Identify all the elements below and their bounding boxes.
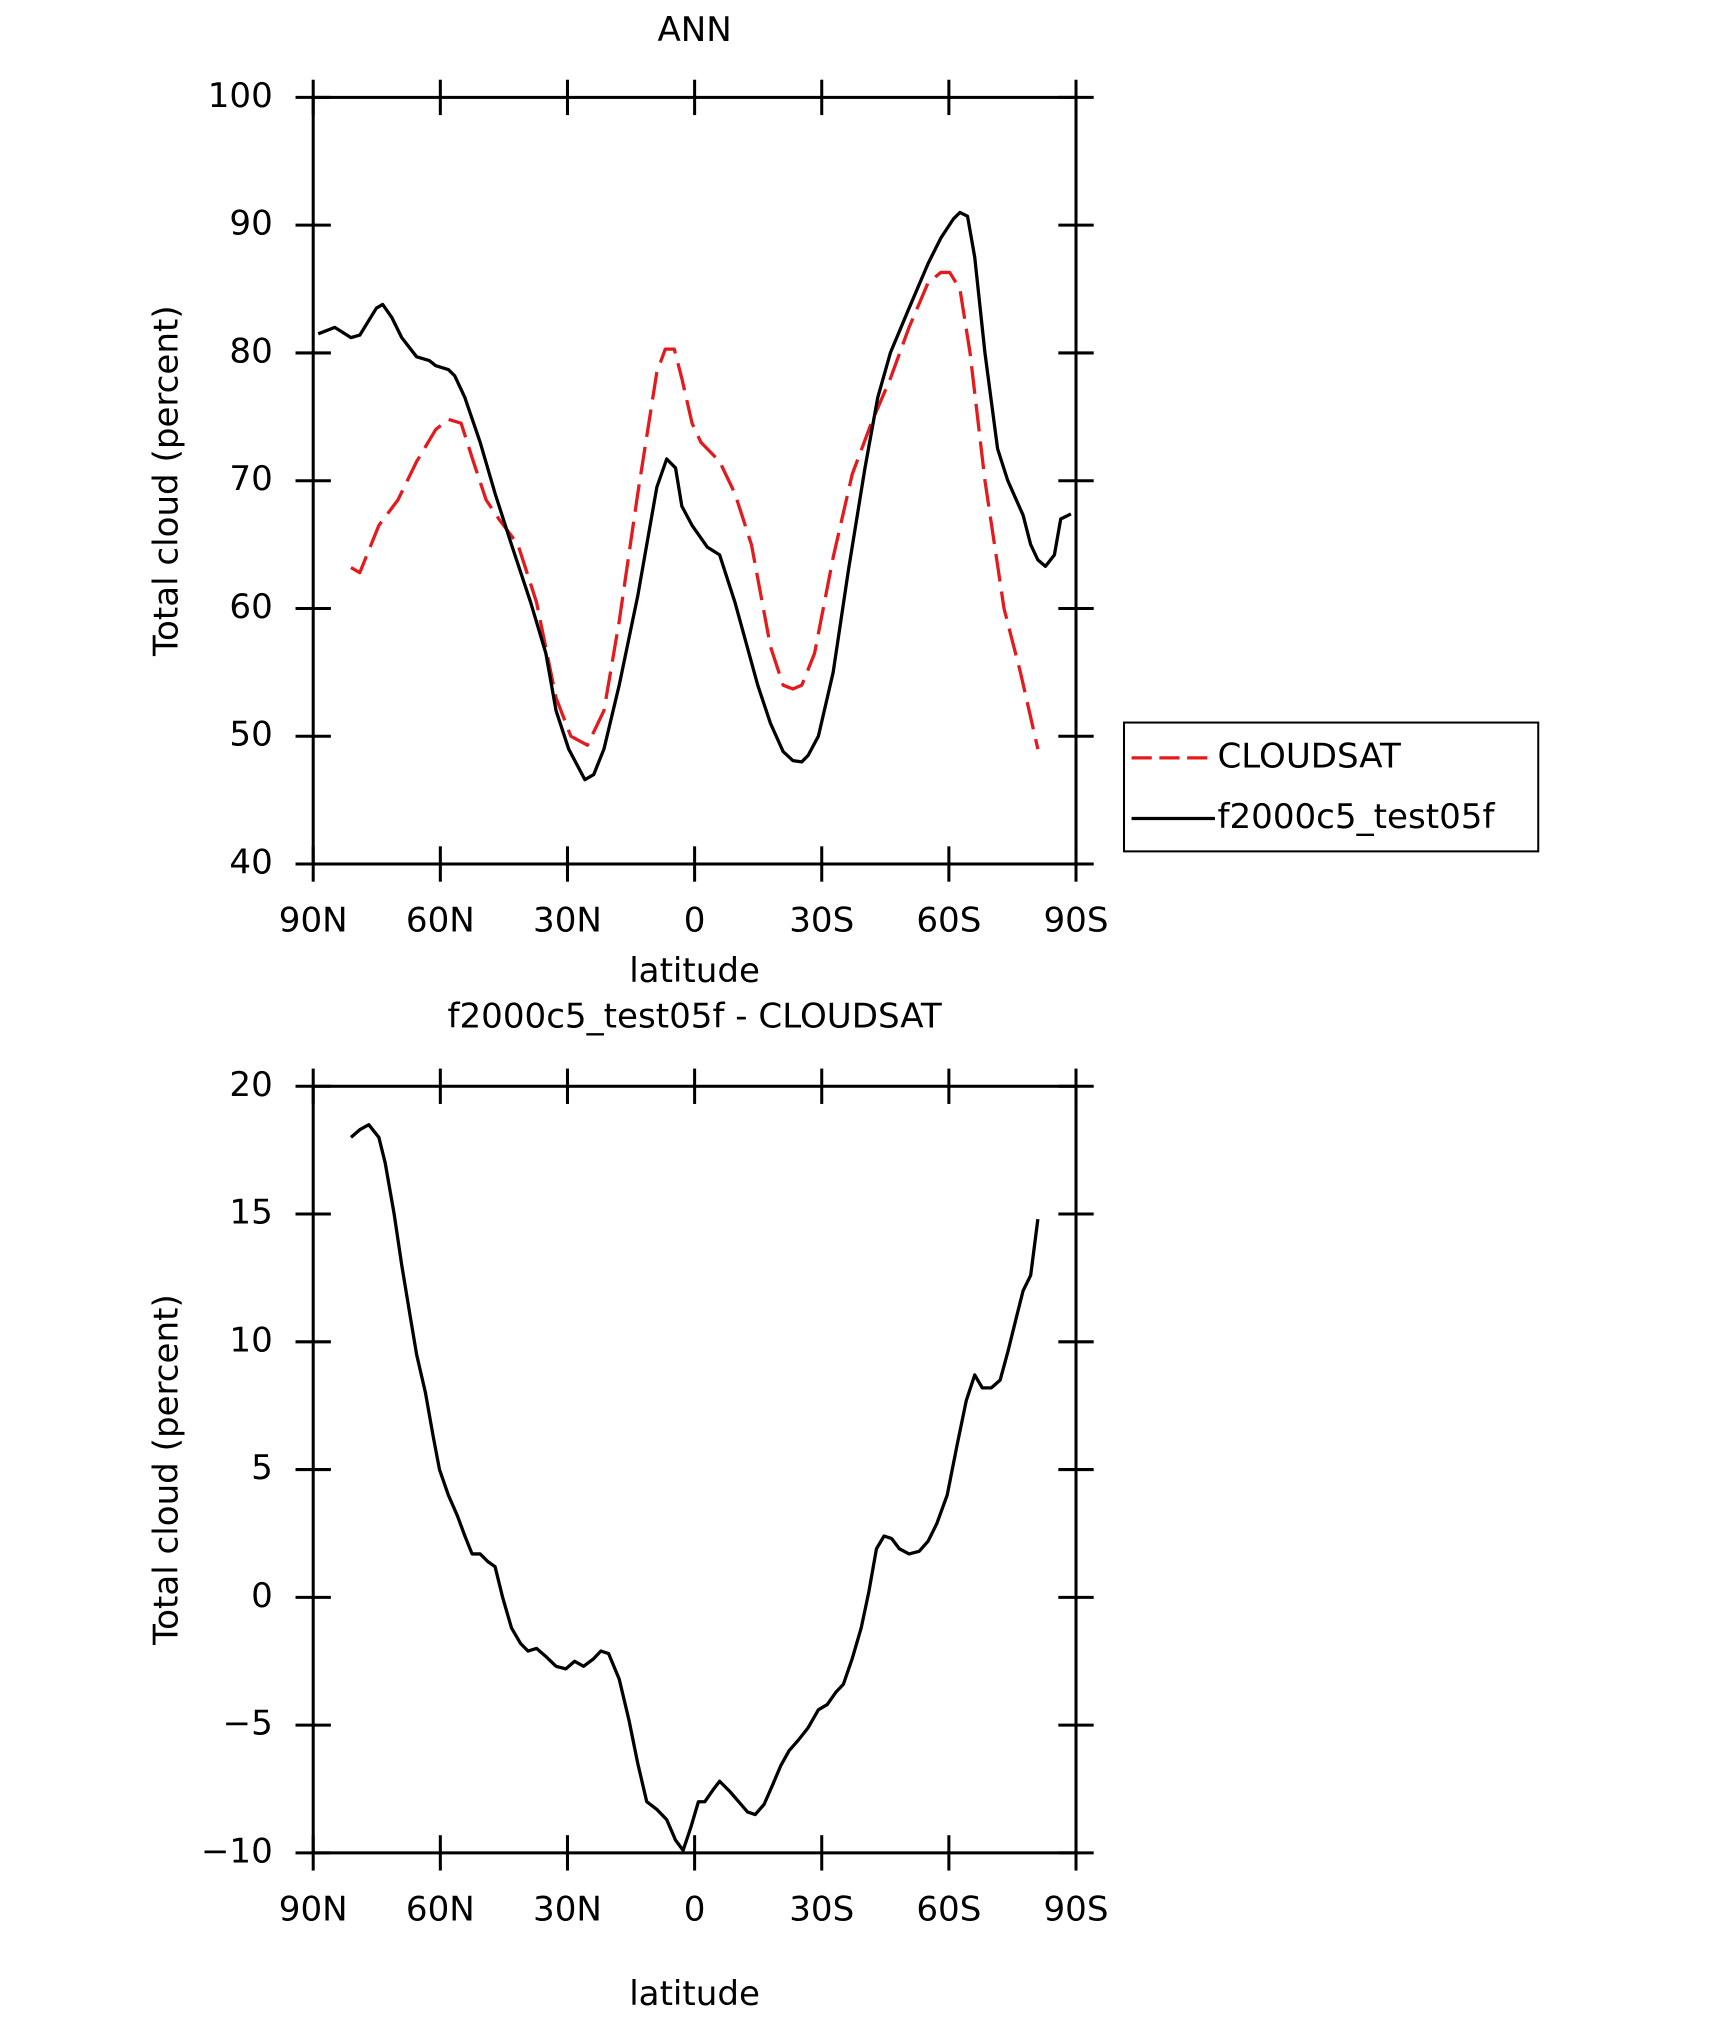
- y-tick-label: 40: [229, 843, 272, 883]
- chart-title: ANN: [657, 10, 731, 50]
- y-tick-label: 70: [229, 459, 272, 499]
- y-tick-label: 20: [229, 1065, 272, 1105]
- x-axis-label: latitude: [629, 951, 760, 991]
- x-axis-label: latitude: [629, 1974, 760, 2014]
- legend-box: [1122, 721, 1540, 853]
- x-tick-label: 60N: [406, 901, 475, 941]
- plot-frame: [311, 95, 1078, 866]
- x-tick-label: 90N: [279, 1889, 348, 1929]
- y-tick-label: −10: [201, 1831, 273, 1871]
- x-tick-label: 60S: [916, 1889, 981, 1929]
- chart-title: f2000c5_test05f - CLOUDSAT: [447, 997, 941, 1037]
- y-tick-label: 100: [208, 76, 273, 116]
- y-tick-label: 60: [229, 587, 272, 627]
- y-axis-label: Total cloud (percent): [146, 305, 186, 657]
- plot-frame: [311, 1084, 1078, 1855]
- y-tick-label: 10: [229, 1320, 272, 1360]
- legend-label: CLOUDSAT: [1217, 736, 1401, 776]
- y-tick-label: −5: [223, 1704, 273, 1744]
- data-line: [317, 210, 1072, 782]
- x-tick-label: 90S: [1044, 1889, 1109, 1929]
- x-tick-label: 90N: [279, 901, 348, 941]
- y-tick-label: 80: [229, 331, 272, 371]
- legend-label: f2000c5_test05f: [1217, 797, 1495, 837]
- y-tick-label: 15: [229, 1193, 272, 1233]
- x-tick-label: 30S: [789, 1889, 854, 1929]
- y-axis-label: Total cloud (percent): [146, 1294, 186, 1646]
- data-line: [349, 1123, 1040, 1852]
- x-tick-label: 30S: [789, 901, 854, 941]
- x-tick-label: 60S: [916, 901, 981, 941]
- x-tick-label: 90S: [1044, 901, 1109, 941]
- y-tick-label: 90: [229, 204, 272, 244]
- y-tick-label: 50: [229, 715, 272, 755]
- x-tick-label: 0: [684, 901, 706, 941]
- x-tick-label: 60N: [406, 1889, 475, 1929]
- x-tick-label: 30N: [533, 1889, 602, 1929]
- y-tick-label: 0: [251, 1576, 273, 1616]
- data-line: [350, 270, 1040, 750]
- x-tick-label: 30N: [533, 901, 602, 941]
- x-tick-label: 0: [684, 1889, 706, 1929]
- y-tick-label: 5: [251, 1448, 273, 1488]
